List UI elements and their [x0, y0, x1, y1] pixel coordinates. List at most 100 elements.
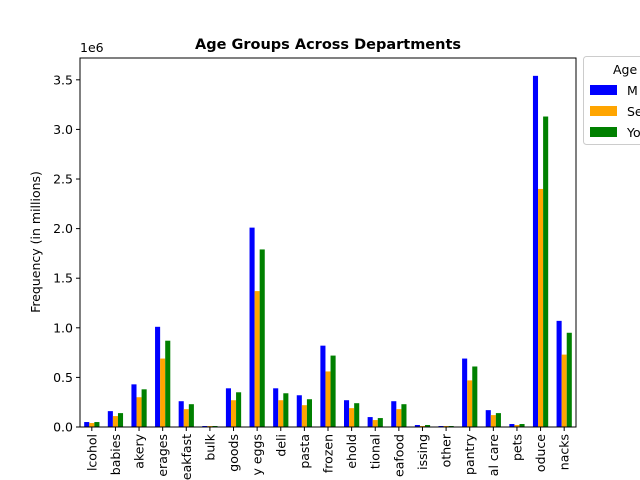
- x-tick-label-13: eafood: [391, 434, 406, 477]
- bar-se-4: [183, 409, 189, 427]
- y-axis-offset-label: 1e6: [80, 40, 104, 55]
- bar-se-8: [278, 400, 284, 427]
- x-tick-label-20: nacks: [557, 434, 572, 470]
- bar-se-7: [254, 291, 260, 427]
- bar-yo-9: [306, 399, 312, 427]
- bar-yo-19: [543, 116, 549, 428]
- y-tick-label-4: 2.0: [53, 221, 73, 236]
- bar-yo-8: [283, 393, 289, 427]
- legend-swatch-yo: [590, 127, 617, 137]
- bar-yo-16: [472, 366, 478, 427]
- bar-yo-11: [354, 403, 360, 427]
- bar-m-9: [296, 395, 302, 427]
- bar-se-10: [325, 371, 331, 427]
- legend: Age M Se Yo: [583, 56, 640, 145]
- x-tick-label-10: frozen: [321, 434, 336, 473]
- bar-m-16: [462, 358, 468, 427]
- x-tick-label-12: tional: [368, 434, 383, 469]
- x-tick-label-11: ehold: [344, 434, 359, 469]
- y-tick-label-3: 1.5: [53, 271, 73, 286]
- x-tick-label-8: deli: [273, 434, 288, 457]
- x-tick-label-9: pasta: [297, 434, 312, 469]
- x-tick-label-2: akery: [132, 433, 147, 468]
- bar-m-4: [178, 401, 184, 427]
- bar-m-0: [84, 422, 90, 427]
- y-tick-label-0: 0.0: [53, 420, 73, 435]
- x-tick-label-1: babies: [108, 434, 123, 475]
- x-tick-label-3: erages: [155, 434, 170, 477]
- bar-yo-6: [236, 392, 242, 427]
- bar-se-19: [538, 188, 544, 427]
- x-tick-label-18: pets: [510, 434, 525, 461]
- x-tick-label-5: bulk: [202, 433, 217, 460]
- bar-yo-14: [425, 425, 431, 427]
- legend-box: [583, 56, 640, 145]
- y-tick-label-7: 3.5: [53, 72, 73, 87]
- bar-se-11: [349, 408, 355, 427]
- bar-yo-4: [188, 404, 194, 427]
- bar-yo-1: [117, 413, 124, 427]
- y-axis-label: Frequency (in millions): [28, 171, 43, 313]
- bar-m-3: [155, 326, 161, 427]
- legend-label-yo: Yo: [626, 125, 640, 140]
- legend-label-m: M: [627, 83, 638, 98]
- bar-m-12: [367, 417, 373, 427]
- y-tick-label-2: 1.0: [53, 320, 73, 335]
- x-tick-label-16: pantry: [462, 433, 477, 475]
- legend-swatch-m: [590, 85, 617, 95]
- bar-m-2: [131, 384, 137, 427]
- bar-se-16: [467, 380, 473, 427]
- x-tick-label-17: al care: [486, 434, 501, 477]
- x-tick-label-0: lcohol: [84, 434, 99, 471]
- bar-se-3: [160, 358, 166, 427]
- bar-m-1: [107, 411, 113, 427]
- x-tick-label-15: other: [439, 433, 454, 467]
- x-tick-label-7: y eggs: [250, 434, 265, 475]
- bar-yo-0: [94, 422, 100, 427]
- y-tick-label-1: 0.5: [53, 370, 73, 385]
- bar-m-10: [320, 345, 326, 427]
- bar-se-18: [514, 425, 520, 427]
- bar-se-17: [490, 415, 496, 427]
- bar-se-20: [561, 354, 567, 427]
- legend-title: Age: [613, 62, 637, 77]
- bar-se-12: [372, 420, 378, 427]
- bar-yo-2: [141, 389, 147, 427]
- y-tick-label-5: 2.5: [53, 172, 73, 187]
- chart-title: Age Groups Across Departments: [195, 37, 461, 53]
- plot-frame: [79, 57, 577, 428]
- bars-layer: [84, 75, 572, 428]
- bar-m-18: [509, 424, 515, 427]
- bar-m-11: [344, 400, 350, 427]
- bar-m-13: [391, 401, 397, 427]
- x-tick-label-6: goods: [226, 434, 241, 472]
- x-axis: lcohol babies akery erages eakfast bulk goods y…: [84, 427, 572, 480]
- bar-m-14: [414, 425, 420, 427]
- bar-se-13: [396, 409, 402, 427]
- bar-yo-17: [495, 413, 501, 427]
- bar-se-6: [230, 400, 237, 427]
- bar-yo-20: [566, 332, 572, 427]
- bar-m-7: [249, 227, 255, 427]
- y-tick-label-6: 3.0: [53, 122, 73, 137]
- bar-se-0: [89, 423, 95, 427]
- bar-yo-18: [519, 424, 525, 427]
- bar-yo-13: [401, 404, 407, 427]
- legend-swatch-se: [590, 106, 617, 116]
- bar-se-2: [136, 397, 142, 427]
- x-tick-label-14: issing: [415, 434, 430, 470]
- x-tick-label-19: oduce: [533, 434, 548, 472]
- bar-m-17: [485, 410, 491, 427]
- bar-yo-12: [377, 418, 383, 427]
- bar-m-20: [556, 320, 562, 427]
- bar-se-9: [301, 405, 307, 427]
- legend-label-se: Se: [627, 104, 640, 119]
- bar-m-19: [532, 75, 539, 427]
- bar-m-6: [225, 388, 231, 427]
- bar-se-1: [112, 416, 118, 427]
- bar-yo-7: [259, 249, 265, 427]
- x-tick-label-4: eakfast: [179, 434, 194, 480]
- bar-yo-10: [330, 355, 336, 427]
- y-axis: 0.0 0.5 1.0 1.5 2.0 2.5 3.0 3.5: [53, 72, 80, 435]
